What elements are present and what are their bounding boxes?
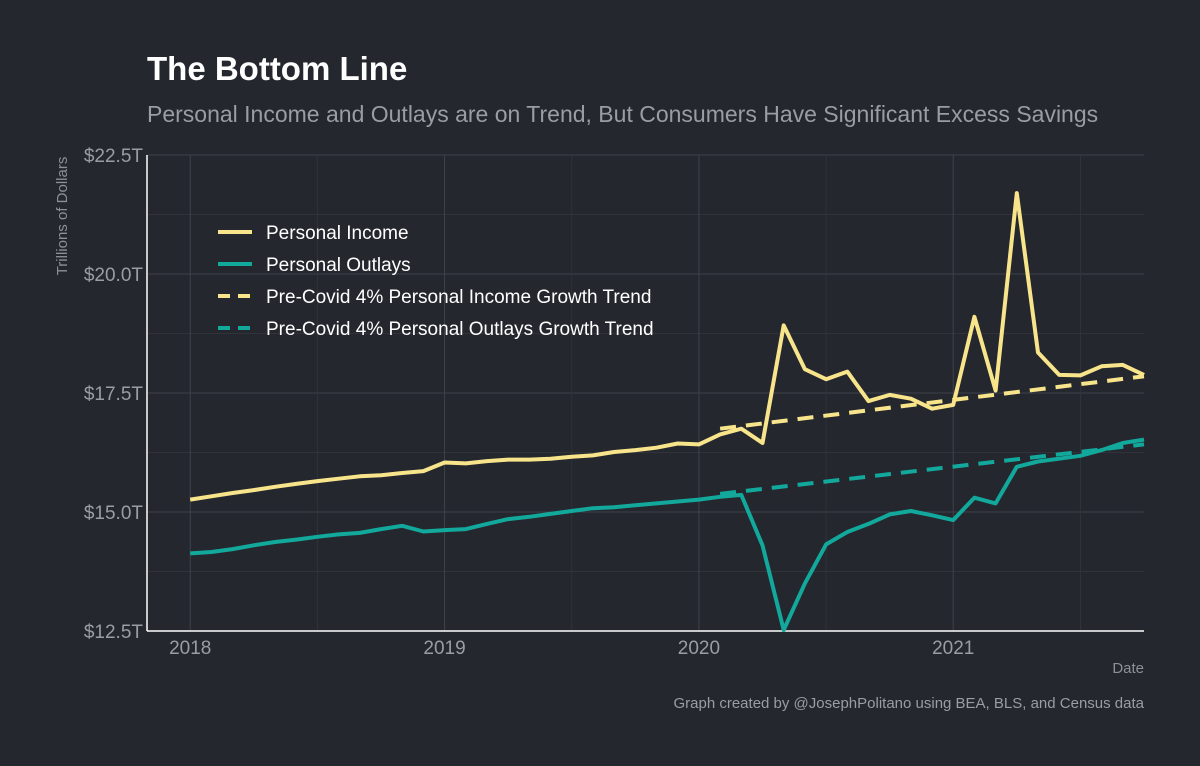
series-line-0 [189,191,1145,502]
series-line-3 [719,442,1145,496]
x-tick-label: 2018 [169,638,211,659]
x-axis-title: Date [1112,660,1144,677]
legend-label-3: Pre-Covid 4% Personal Outlays Growth Tre… [266,319,654,340]
y-tick-label: $17.5T [84,384,144,405]
y-tick-label: $20.0T [84,265,144,286]
series-line-1 [190,437,1145,632]
y-tick-label: $12.5T [84,622,144,643]
y-tick-label: $22.5T [84,146,144,167]
axes: $12.5T $15.0T $17.5T $20.0T $22.5T 2018 2019 20… [84,146,1144,659]
legend-label-1: Personal Outlays [266,255,411,276]
x-tick-label: 2021 [932,638,974,659]
caption: Graph created by @JosephPolitano using B… [673,695,1144,712]
x-tick-label: 2019 [423,638,465,659]
chart-title: The Bottom Line [147,50,407,87]
chart-subtitle: Personal Income and Outlays are on Trend… [147,101,1098,127]
series-layer [189,191,1145,632]
y-tick-label: $15.0T [84,503,144,524]
series-line-2 [719,374,1145,431]
legend: Personal Income Personal Outlays Pre-Covid… [218,223,654,340]
y-axis-title: Trillions of Dollars [54,157,71,276]
legend-label-2: Pre-Covid 4% Personal Income Growth Tren… [266,287,651,308]
x-tick-label: 2020 [678,638,720,659]
legend-label-0: Personal Income [266,223,409,244]
